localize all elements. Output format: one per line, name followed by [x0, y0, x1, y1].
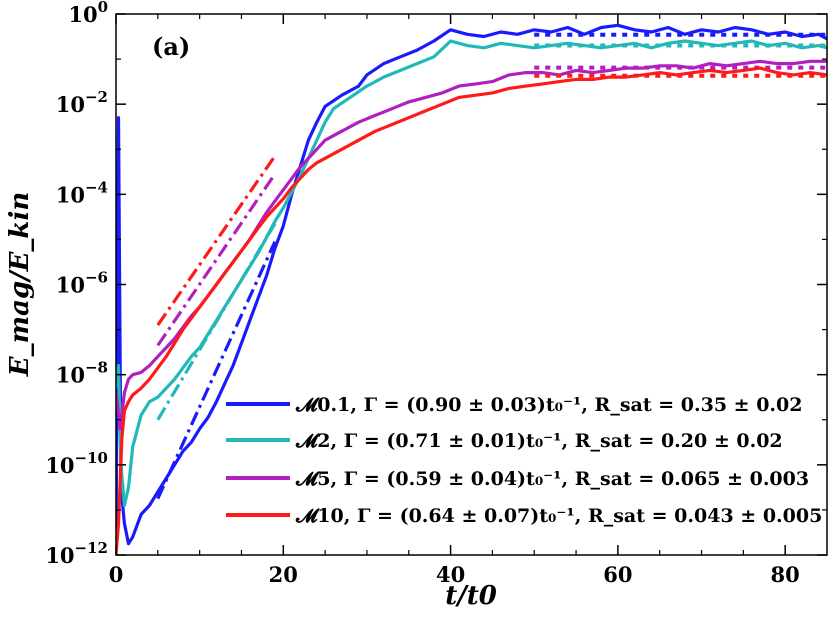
fit-line-m10 — [156, 155, 277, 326]
legend-label-m2: 𝓜2, Γ = (0.71 ± 0.01)t₀⁻¹, R_sat = 0.20 … — [295, 430, 783, 452]
legend-entry-m5: 𝓜5, Γ = (0.59 ± 0.04)t₀⁻¹, R_sat = 0.065… — [226, 468, 809, 490]
fit-line-m0-1 — [156, 241, 277, 500]
legend-entry-m0-1: 𝓜0.1, Γ = (0.90 ± 0.03)t₀⁻¹, R_sat = 0.3… — [226, 394, 803, 416]
series-line-m5 — [116, 59, 827, 431]
y-tick-label: 10−8 — [56, 359, 108, 388]
y-tick-label: 10−6 — [56, 269, 108, 298]
x-tick-label: 80 — [771, 562, 800, 587]
series-layer — [116, 23, 827, 555]
fit-line-m5 — [156, 173, 277, 347]
legend: 𝓜0.1, Γ = (0.90 ± 0.03)t₀⁻¹, R_sat = 0.3… — [226, 394, 822, 527]
y-tick-label: 10−2 — [56, 88, 108, 117]
y-tick-label: 10−4 — [56, 178, 108, 207]
legend-label-m10: 𝓜10, Γ = (0.64 ± 0.07)t₀⁻¹, R_sat = 0.04… — [295, 505, 822, 527]
x-tick-label: 0 — [109, 562, 124, 587]
ticks-layer: 0 20 40 60 80 10−12 10−10 10−8 10−6 10−4 10−2 100 — [45, 0, 827, 587]
series-line-m10 — [116, 66, 827, 555]
x-tick-label: 40 — [436, 562, 465, 587]
x-tick-label: 60 — [603, 562, 632, 587]
series-line-m2 — [116, 39, 827, 507]
fit-line-m2 — [156, 222, 277, 421]
y-tick-label: 10−10 — [45, 449, 108, 478]
legend-entry-m10: 𝓜10, Γ = (0.64 ± 0.07)t₀⁻¹, R_sat = 0.04… — [226, 505, 822, 527]
y-tick-label: 10−12 — [45, 539, 108, 568]
legend-label-m0-1: 𝓜0.1, Γ = (0.90 ± 0.03)t₀⁻¹, R_sat = 0.3… — [295, 394, 803, 416]
legend-entry-m2: 𝓜2, Γ = (0.71 ± 0.01)t₀⁻¹, R_sat = 0.20 … — [226, 430, 783, 452]
panel-label: (a) — [152, 32, 190, 61]
legend-label-m5: 𝓜5, Γ = (0.59 ± 0.04)t₀⁻¹, R_sat = 0.065… — [295, 468, 809, 490]
y-axis-label: E_mag/E_kin — [5, 192, 35, 377]
x-axis-label: t/t0 — [445, 581, 497, 611]
x-tick-label: 20 — [269, 562, 298, 587]
y-tick-label: 100 — [68, 0, 108, 27]
